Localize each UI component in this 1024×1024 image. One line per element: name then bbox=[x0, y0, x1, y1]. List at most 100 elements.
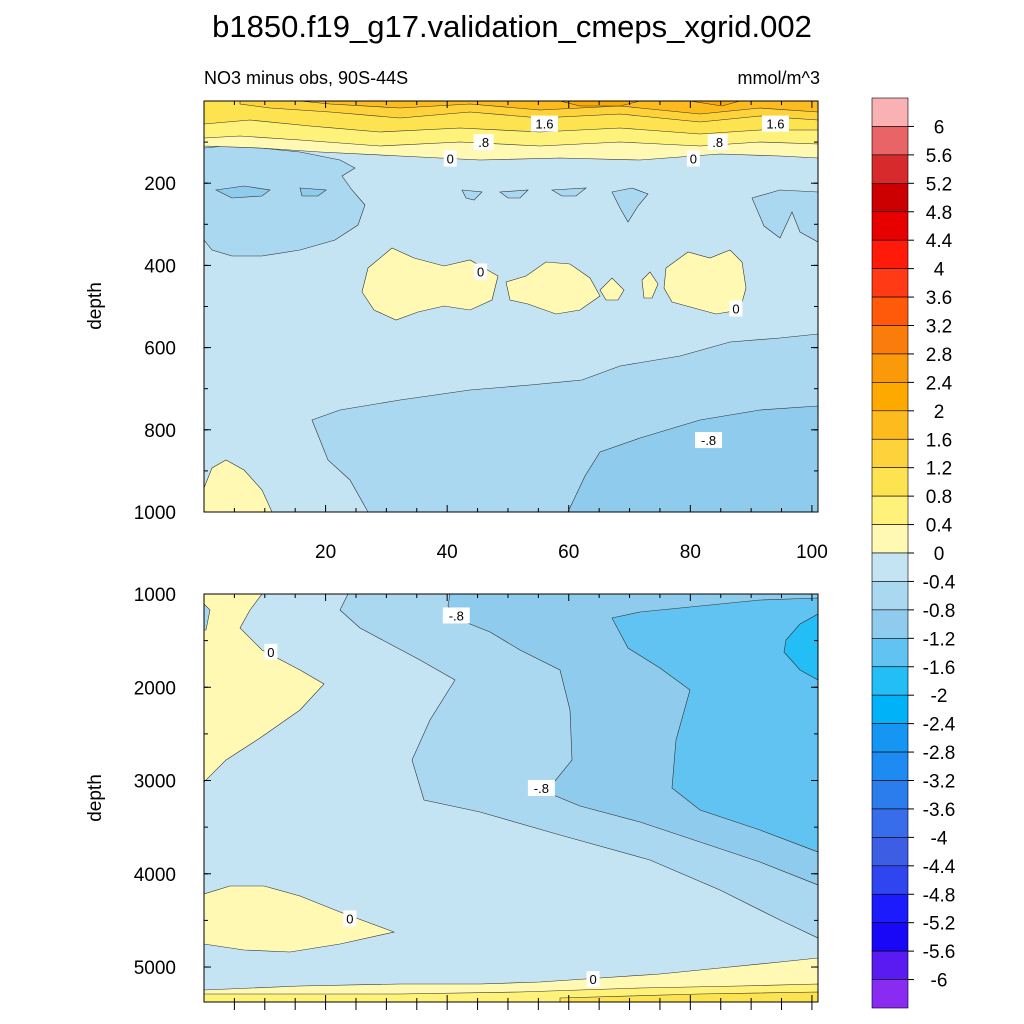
upper-surface-patch-2.0-right bbox=[689, 101, 741, 107]
upper-bottom-positive-patch bbox=[204, 459, 273, 512]
colorbar-swatch bbox=[871, 183, 909, 213]
colorbar-label: -3.2 bbox=[923, 772, 956, 793]
colorbar-swatch bbox=[871, 694, 909, 724]
x-tick-label: 40 bbox=[437, 542, 458, 563]
upper-inner-patch-b bbox=[299, 187, 327, 197]
colorbar-label: 6 bbox=[934, 117, 945, 138]
contour-label: .8 bbox=[478, 135, 489, 150]
colorbar-swatch bbox=[871, 666, 909, 696]
contour-label: 0 bbox=[589, 972, 596, 987]
upper-axes: 200 400 600 800 1000 20 40 60 80 100 bbox=[134, 101, 828, 563]
lower-edge-sliver bbox=[204, 603, 211, 631]
y-tick-label: 600 bbox=[144, 339, 176, 360]
contour-label: 0 bbox=[267, 645, 274, 660]
colorbar-label: 4.4 bbox=[926, 231, 953, 252]
x-tick-label: 20 bbox=[315, 542, 336, 563]
chart-title: b1850.f19_g17.validation_cmeps_xgrid.002 bbox=[212, 9, 812, 44]
colorbar-swatch bbox=[871, 296, 909, 326]
colorbar-swatch bbox=[871, 268, 909, 298]
contour-label: .8 bbox=[712, 135, 723, 150]
upper-negative-region-left bbox=[204, 145, 366, 257]
colorbar-label: -2.8 bbox=[923, 743, 956, 764]
colorbar-swatch bbox=[871, 837, 909, 867]
colorbar-label: 3.2 bbox=[926, 317, 952, 338]
contour-label: 0 bbox=[447, 152, 454, 167]
colorbar-swatch bbox=[871, 723, 909, 753]
upper-negative-notch-4 bbox=[551, 187, 587, 197]
chart-subtitle-units: mmol/m^3 bbox=[738, 68, 820, 88]
colorbar-label: 0.4 bbox=[926, 516, 953, 537]
colorbar-swatch bbox=[871, 126, 909, 156]
colorbar-label: 4 bbox=[934, 260, 945, 281]
contour-label-bg bbox=[343, 910, 357, 927]
contour-label-bg bbox=[473, 134, 494, 151]
lower-y-axis-label: depth bbox=[85, 774, 106, 822]
colorbar-label: 0.8 bbox=[926, 487, 952, 508]
contour-label-bg bbox=[686, 150, 700, 167]
colorbar-swatch bbox=[871, 922, 909, 952]
colorbar-label: 5.6 bbox=[926, 146, 952, 167]
contour-label: -.8 bbox=[701, 433, 716, 448]
colorbar-swatch bbox=[871, 808, 909, 838]
colorbar-swatch bbox=[871, 467, 909, 497]
colorbar-swatch bbox=[871, 552, 909, 582]
contour-label-bg bbox=[707, 134, 728, 151]
colorbar-swatch bbox=[871, 495, 909, 525]
x-tick-label: 60 bbox=[558, 542, 579, 563]
chart-subtitle-left: NO3 minus obs, 90S-44S bbox=[204, 68, 408, 88]
colorbar-label: 2.8 bbox=[926, 345, 952, 366]
lower-axes: 1000 2000 3000 4000 5000 bbox=[134, 585, 818, 1010]
colorbar-swatch bbox=[871, 524, 909, 554]
colorbar: 6 5.6 5.2 4.8 4.4 4 3.6 3.2 2.8 2.4 2 1.6 1.2 0.8 0.4 0… bbox=[871, 97, 956, 1009]
contour-label: 0 bbox=[732, 302, 739, 317]
contour-label-bg bbox=[442, 607, 470, 624]
colorbar-label: -0.4 bbox=[923, 572, 956, 593]
colorbar-swatch bbox=[871, 353, 909, 383]
colorbar-label: -0.8 bbox=[923, 601, 956, 622]
upper-surface-patch-2.0 bbox=[559, 101, 641, 107]
lower-negative-band-3 bbox=[611, 597, 818, 853]
upper-negative-notch-2 bbox=[461, 189, 483, 201]
colorbar-label: -1.6 bbox=[923, 658, 956, 679]
colorbar-swatch bbox=[871, 893, 909, 923]
colorbar-swatch bbox=[871, 382, 909, 412]
colorbar-swatch bbox=[871, 865, 909, 895]
y-tick-label: 5000 bbox=[134, 958, 176, 979]
upper-positive-pocket-5 bbox=[663, 249, 747, 315]
colorbar-label: 3.6 bbox=[926, 288, 952, 309]
colorbar-label: -5.2 bbox=[923, 914, 956, 935]
colorbar-swatch bbox=[871, 751, 909, 781]
colorbar-label: 2.4 bbox=[926, 373, 953, 394]
colorbar-swatch bbox=[871, 979, 909, 1009]
colorbar-swatch bbox=[871, 325, 909, 355]
colorbar-swatch bbox=[871, 780, 909, 810]
contour-label-bg bbox=[586, 971, 600, 988]
contour-label: 0 bbox=[346, 912, 353, 927]
contour-labels: 1.6 1.6 .8 .8 0 0 0 0 -.8 -.8 0 -.8 0 0 bbox=[264, 115, 789, 988]
upper-deepest-negative-band bbox=[567, 405, 818, 512]
contour-label-bg bbox=[527, 779, 555, 796]
lower-panel-frame bbox=[203, 593, 819, 1003]
lower-positive-region-deep bbox=[204, 885, 396, 953]
contour-label: -.8 bbox=[449, 608, 464, 623]
y-tick-label: 400 bbox=[144, 256, 176, 277]
upper-y-axis-label: depth bbox=[85, 282, 106, 330]
x-tick-label: 100 bbox=[796, 542, 828, 563]
y-tick-label: 800 bbox=[144, 421, 176, 442]
upper-positive-pocket-1 bbox=[361, 247, 499, 321]
colorbar-label: 0 bbox=[934, 544, 945, 565]
colorbar-label: -4.4 bbox=[923, 857, 956, 878]
lower-negative-core bbox=[783, 613, 818, 681]
colorbar-swatch bbox=[871, 609, 909, 639]
contour-label-bg bbox=[761, 115, 789, 132]
upper-panel-fields bbox=[204, 101, 818, 512]
colorbar-swatch bbox=[871, 97, 909, 127]
colorbar-swatch bbox=[871, 410, 909, 440]
colorbar-label: -2.4 bbox=[923, 715, 956, 736]
colorbar-label: 1.2 bbox=[926, 459, 952, 480]
y-tick-label: 4000 bbox=[134, 865, 176, 886]
colorbar-label: -5.6 bbox=[923, 942, 956, 963]
contour-label-bg bbox=[443, 150, 457, 167]
y-tick-label: 1000 bbox=[134, 503, 176, 524]
